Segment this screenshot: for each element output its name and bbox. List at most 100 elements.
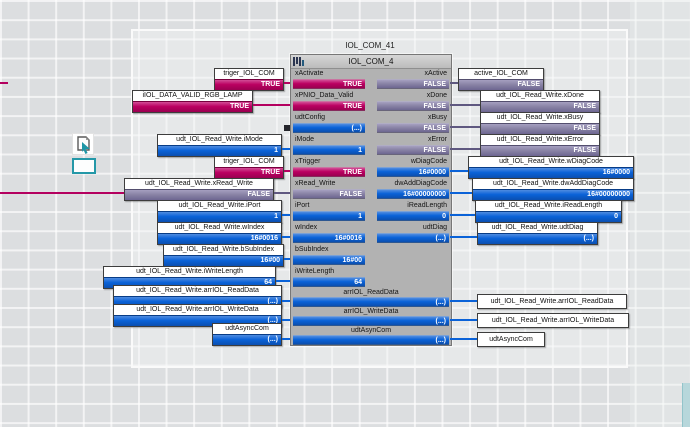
pin-xActive[interactable]: FALSE <box>377 79 449 89</box>
pin-wIndex[interactable]: 16#0016 <box>293 233 365 243</box>
pin-label-arrIOL_WriteData: arrIOL_WriteData <box>343 308 399 315</box>
pin-bSubIndex[interactable]: 16#00 <box>293 255 365 265</box>
pin-label-udtConfig: udtConfig <box>295 114 325 121</box>
wire <box>284 82 290 84</box>
wire <box>450 214 475 216</box>
pin-label-iPort: iPort <box>295 202 310 209</box>
operand-udt_IOL_Read_Write.wDiagCode[interactable]: udt_IOL_Read_Write.wDiagCode 16#0000 <box>468 156 634 179</box>
operand-udt_IOL_Read_Write.arrIOL_ReadData[interactable]: udt_IOL_Read_Write.arrIOL_ReadData (...) <box>113 285 282 308</box>
pin-label-xActivate: xActivate <box>295 70 324 77</box>
wire <box>276 280 290 282</box>
pin-xDone[interactable]: FALSE <box>377 101 449 111</box>
pin-xRead_Write[interactable]: FALSE <box>293 189 365 199</box>
pin-xPNIO_Data_Valid[interactable]: TRUE <box>293 101 365 111</box>
pin-label-xRead_Write: xRead_Write <box>295 180 336 187</box>
fb-instance-title: IOL_COM_41 <box>345 41 395 50</box>
select-cursor-icon[interactable] <box>72 133 94 155</box>
operand-udt_IOL_Read_Write.arrIOL_WriteData[interactable]: udt_IOL_Read_Write.arrIOL_WriteData <box>477 313 629 328</box>
operand-iIOL_DATA_VALID_RGB_LAMP[interactable]: iIOL_DATA_VALID_RGB_LAMP TRUE <box>132 90 253 113</box>
operand-value: TRUE <box>215 167 283 178</box>
pin-label-dwAddDiagCode: dwAddDiagCode <box>394 180 447 187</box>
operand-value: 1 <box>158 211 281 222</box>
operand-udt_IOL_Read_Write.iPort[interactable]: udt_IOL_Read_Write.iPort 1 <box>157 200 282 223</box>
operand-triger_IOL_COM[interactable]: triger_IOL_COM TRUE <box>214 156 284 179</box>
wire <box>253 104 290 106</box>
operand-udtAsyncCom[interactable]: udtAsyncCom (...) <box>212 323 282 346</box>
selection-rect-icon[interactable] <box>72 158 96 174</box>
operand-udt_IOL_Read_Write.dwAddDiagCode[interactable]: udt_IOL_Read_Write.dwAddDiagCode 16#00000… <box>472 178 634 201</box>
operand-label: udtAsyncCom <box>225 325 269 332</box>
operand-label: iIOL_DATA_VALID_RGB_LAMP <box>142 92 243 99</box>
pin-arrIOL_WriteData[interactable]: (...) <box>293 316 449 326</box>
pin-label-iReadLength: iReadLength <box>407 202 447 209</box>
operand-label: udt_IOL_Read_Write.iWriteLength <box>136 268 243 275</box>
operand-udt_IOL_Read_Write.bSubIndex[interactable]: udt_IOL_Read_Write.bSubIndex 16#00 <box>163 244 284 267</box>
operand-value: (...) <box>213 334 281 345</box>
operand-value: 1 <box>158 145 281 156</box>
wire <box>450 82 458 84</box>
pin-label-udtDiag: udtDiag <box>422 224 447 231</box>
operand-active_IOL_COM[interactable]: active_IOL_COM FALSE <box>458 68 544 91</box>
pin-iMode[interactable]: 1 <box>293 145 365 155</box>
operand-udt_IOL_Read_Write.xDone[interactable]: udt_IOL_Read_Write.xDone FALSE <box>480 90 600 113</box>
operand-label: active_IOL_COM <box>474 70 528 77</box>
pin-label-iWriteLength: iWriteLength <box>295 268 335 275</box>
wire <box>450 104 480 106</box>
operand-value: 16#0000 <box>469 167 633 178</box>
operand-label: udt_IOL_Read_Write.xRead_Write <box>145 180 253 187</box>
pin-dwAddDiagCode[interactable]: 16#00000000 <box>377 189 449 199</box>
operand-udt_IOL_Read_Write.xRead_Write[interactable]: udt_IOL_Read_Write.xRead_Write FALSE <box>124 178 274 201</box>
operand-label: triger_IOL_COM <box>223 70 275 77</box>
pin-udtDiag[interactable]: (...) <box>377 233 449 243</box>
operand-udt_IOL_Read_Write.iReadLength[interactable]: udt_IOL_Read_Write.iReadLength 0 <box>475 200 622 223</box>
operand-udt_IOL_Read_Write.arrIOL_ReadData[interactable]: udt_IOL_Read_Write.arrIOL_ReadData <box>477 294 627 309</box>
pin-iReadLength[interactable]: 0 <box>377 211 449 221</box>
operand-value: TRUE <box>133 101 252 112</box>
operand-value: FALSE <box>125 189 273 200</box>
wire <box>450 236 477 238</box>
operand-udt_IOL_Read_Write.udtDiag[interactable]: udt_IOL_Read_Write.udtDiag (...) <box>477 222 598 245</box>
pin-udtAsynCom[interactable]: (...) <box>293 335 449 345</box>
operand-label: udt_IOL_Read_Write.xBusy <box>496 114 584 121</box>
pin-xBusy[interactable]: FALSE <box>377 123 449 133</box>
pin-arrIOL_ReadData[interactable]: (...) <box>293 297 449 307</box>
operand-label: udt_IOL_Read_Write.bSubIndex <box>172 246 275 253</box>
operand-label: udt_IOL_Read_Write.xDone <box>496 92 584 99</box>
pin-iWriteLength[interactable]: 64 <box>293 277 365 287</box>
pin-xTrigger[interactable]: TRUE <box>293 167 365 177</box>
select-cursor-glyph <box>77 136 90 154</box>
pin-udtConfig[interactable]: (...) <box>293 123 365 133</box>
operand-label: triger_IOL_COM <box>223 158 275 165</box>
wire <box>282 214 290 216</box>
pin-label-xTrigger: xTrigger <box>295 158 321 165</box>
fb-header[interactable]: IOL_COM_4 <box>291 55 451 69</box>
pin-iPort[interactable]: 1 <box>293 211 365 221</box>
operand-label: udt_IOL_Read_Write.arrIOL_ReadData <box>490 298 614 305</box>
wire <box>284 170 290 172</box>
operand-udt_IOL_Read_Write.arrIOL_WriteData[interactable]: udt_IOL_Read_Write.arrIOL_WriteData (...) <box>113 304 282 327</box>
operand-triger_IOL_COM[interactable]: triger_IOL_COM TRUE <box>214 68 284 91</box>
pin-wDiagCode[interactable]: 16#0000 <box>377 167 449 177</box>
operand-value: FALSE <box>481 123 599 134</box>
wire <box>450 170 468 172</box>
scroll-edge-strip[interactable] <box>682 383 690 427</box>
canvas-margin <box>630 0 690 427</box>
operand-udt_IOL_Read_Write.xBusy[interactable]: udt_IOL_Read_Write.xBusy FALSE <box>480 112 600 135</box>
pin-label-udtAsynCom: udtAsynCom <box>350 327 392 334</box>
operand-udt_IOL_Read_Write.xError[interactable]: udt_IOL_Read_Write.xError FALSE <box>480 134 600 157</box>
operand-udt_IOL_Read_Write.iMode[interactable]: udt_IOL_Read_Write.iMode 1 <box>157 134 282 157</box>
wire <box>282 148 290 150</box>
operand-udtAsyncCom[interactable]: udtAsyncCom <box>477 332 545 347</box>
pin-label-wIndex: wIndex <box>295 224 318 231</box>
operand-udt_IOL_Read_Write.wIndex[interactable]: udt_IOL_Read_Write.wIndex 16#0016 <box>157 222 282 245</box>
pin-xError[interactable]: FALSE <box>377 145 449 155</box>
wire <box>274 192 290 194</box>
pin-xActivate[interactable]: TRUE <box>293 79 365 89</box>
fb-block-iol-com-4[interactable]: IOL_COM_4 xActivate TRUE xPNIO_Data_Valid T… <box>284 54 452 346</box>
operand-value: 64 <box>104 277 275 288</box>
pin-label-xActive: xActive <box>424 70 447 77</box>
pin-label-xDone: xDone <box>426 92 447 99</box>
operand-label: udt_IOL_Read_Write.xError <box>496 136 584 143</box>
operand-label: udt_IOL_Read_Write.iReadLength <box>494 202 603 209</box>
pin-label-iMode: iMode <box>295 136 315 143</box>
